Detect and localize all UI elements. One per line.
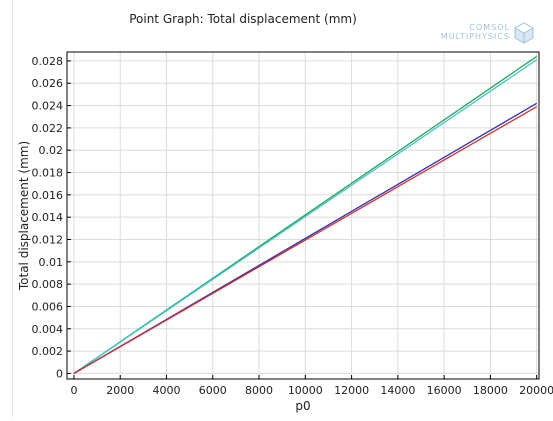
y-tick-label: 0.026 — [32, 77, 64, 90]
x-tick-label: 10000 — [288, 384, 323, 397]
logo-text-bottom: MULTIPHYSICS — [440, 32, 510, 41]
y-tick-label: 0.008 — [32, 278, 64, 291]
series-lines — [73, 55, 538, 374]
plot-window: Point Graph: Total displacement (mm) COM… — [12, 0, 553, 417]
y-tick-label: 0.002 — [32, 345, 64, 358]
y-tick-label: 0.02 — [39, 144, 64, 157]
x-axis-label: p0 — [295, 399, 310, 413]
x-tick-label: 18000 — [473, 384, 508, 397]
y-tick-label: 0 — [56, 367, 63, 380]
y-tick-label: 0.024 — [32, 100, 64, 113]
x-tick-label: 8000 — [245, 384, 273, 397]
chart-title: Point Graph: Total displacement (mm) — [129, 12, 357, 26]
x-tick-label: 2000 — [106, 384, 134, 397]
y-tick-label: 0.01 — [39, 256, 64, 269]
y-tick-label: 0.012 — [32, 233, 64, 246]
plot-area — [66, 51, 540, 380]
y-axis-label: Total displacement (mm) — [17, 141, 31, 291]
y-tick-label: 0.018 — [32, 167, 64, 180]
series-line — [73, 106, 538, 374]
series-line — [73, 59, 538, 374]
logo-text-top: COMSOL — [469, 23, 510, 32]
comsol-logo: COMSOL MULTIPHYSICS — [431, 20, 536, 50]
x-tick-label: 4000 — [152, 384, 180, 397]
x-tick-label: 14000 — [380, 384, 415, 397]
y-tick-label: 0.004 — [32, 323, 64, 336]
y-tick-labels: 0 0.002 0.004 0.006 0.008 0.01 0.012 0.014 0.016… — [32, 55, 71, 380]
x-tick-label: 12000 — [334, 384, 369, 397]
x-tick-label: 0 — [70, 384, 77, 397]
x-tick-labels: 0 2000 4000 6000 8000 10000 12000 14000 16000 180… — [70, 375, 553, 397]
x-tick-label: 6000 — [199, 384, 227, 397]
y-tick-label: 0.006 — [32, 300, 64, 313]
logo-cube-icon — [514, 22, 534, 44]
x-tick-label: 16000 — [427, 384, 462, 397]
x-tick-label: 20000 — [519, 384, 553, 397]
y-tick-label: 0.022 — [32, 122, 64, 135]
y-tick-label: 0.014 — [32, 211, 64, 224]
y-tick-label: 0.016 — [32, 189, 64, 202]
y-tick-label: 0.028 — [32, 55, 64, 68]
